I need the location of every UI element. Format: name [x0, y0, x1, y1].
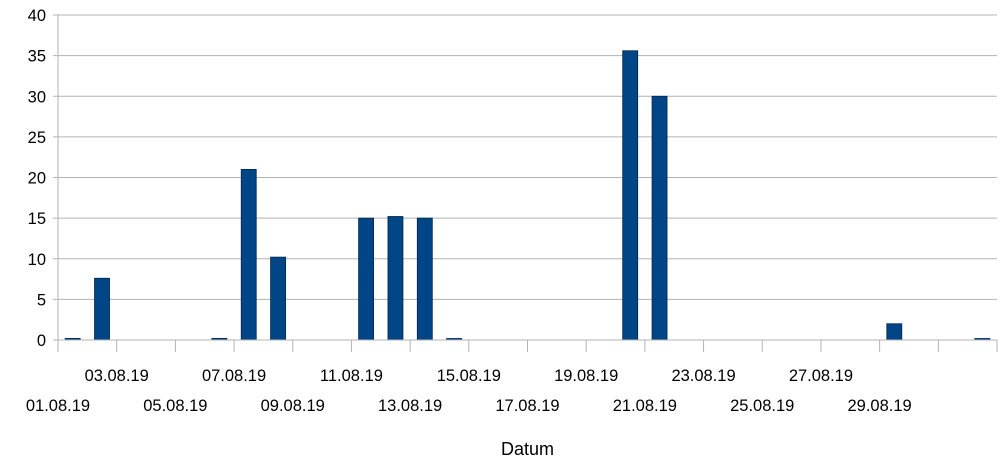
x-tick-label: 27.08.19	[789, 367, 853, 385]
bar	[270, 256, 286, 341]
y-tick-label: 35	[28, 48, 46, 66]
x-tick-label: 21.08.19	[613, 397, 677, 415]
grid-lines	[53, 14, 997, 341]
x-tick-label: 05.08.19	[143, 397, 207, 415]
bars	[64, 50, 991, 341]
y-tick-labels: 0 5 10 15 20 25 30 35 40	[28, 7, 46, 350]
y-tick-label: 40	[28, 7, 46, 25]
y-tick-label: 0	[37, 332, 46, 350]
x-tick-label: 25.08.19	[730, 397, 794, 415]
y-tick-label: 15	[28, 210, 46, 228]
bar	[622, 50, 639, 341]
axes	[57, 15, 998, 352]
x-tick-label: 17.08.19	[495, 397, 559, 415]
x-tick-label: 19.08.19	[554, 367, 618, 385]
x-tick-label: 13.08.19	[378, 397, 442, 415]
x-tick-label: 15.08.19	[437, 367, 501, 385]
bar	[651, 95, 668, 341]
x-tick-label: 11.08.19	[320, 367, 383, 385]
y-tick-label: 30	[28, 88, 46, 106]
x-tick-label: 07.08.19	[202, 367, 266, 385]
x-axis-title: Datum	[501, 439, 554, 459]
y-tick-label: 20	[28, 170, 46, 188]
x-tick-label: 09.08.19	[261, 397, 325, 415]
y-tick-label: 25	[28, 129, 46, 147]
x-tick-label: 29.08.19	[848, 397, 912, 415]
x-tick-label: 23.08.19	[671, 367, 735, 385]
bar	[387, 216, 404, 341]
bar	[886, 323, 903, 341]
y-tick-label: 5	[37, 291, 46, 309]
bar	[358, 217, 375, 341]
bar	[94, 277, 110, 341]
x-tick-labels: 03.08.19 07.08.19 11.08.19 15.08.19 19.08.19…	[26, 367, 912, 415]
x-tick-label: 01.08.19	[26, 397, 90, 415]
bar	[240, 168, 257, 341]
x-tick-label: 03.08.19	[85, 367, 149, 385]
y-tick-label: 10	[28, 251, 46, 269]
bar	[416, 217, 433, 341]
